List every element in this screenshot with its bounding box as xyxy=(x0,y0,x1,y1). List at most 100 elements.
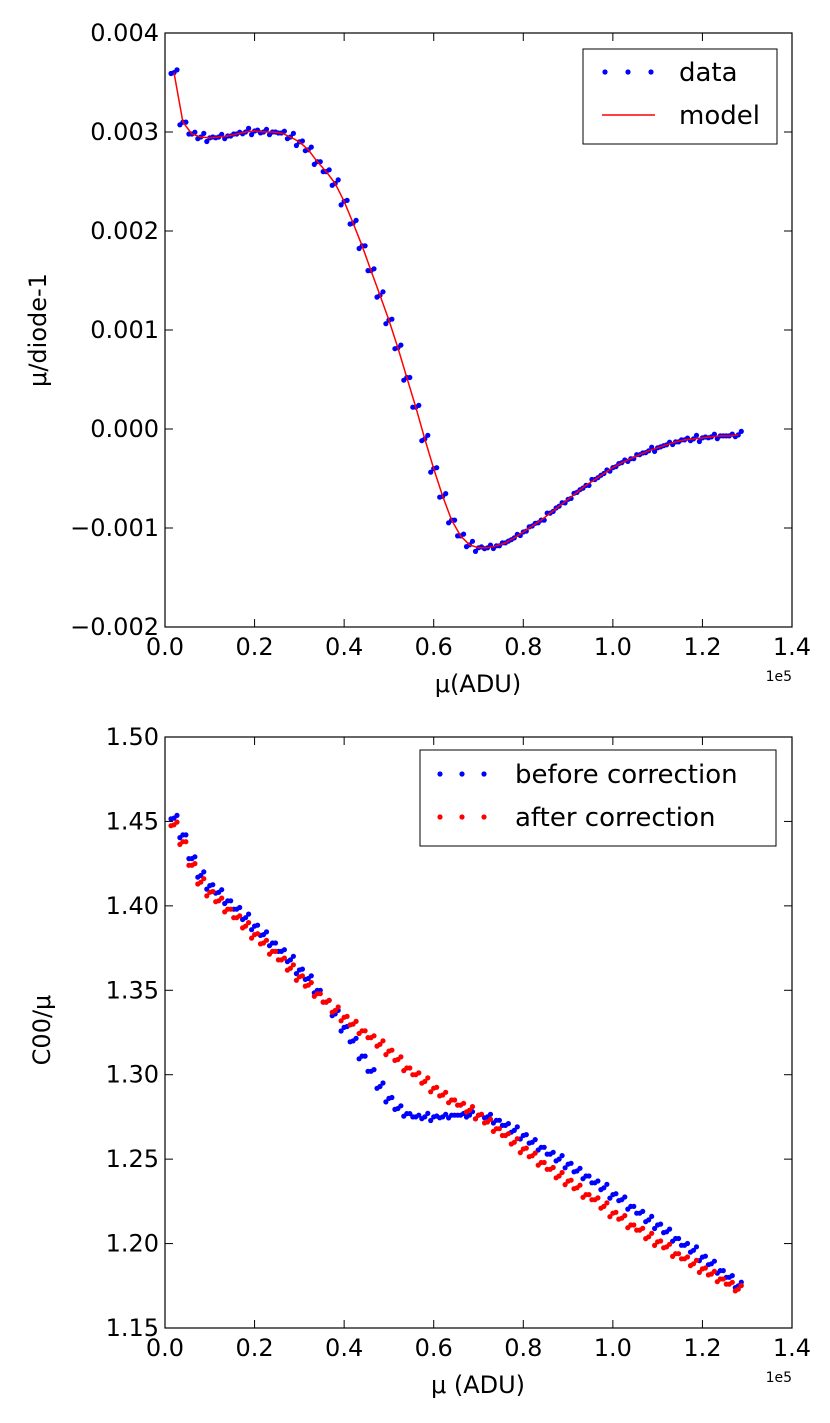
bottom-series-0-point xyxy=(568,1160,574,1166)
bottom-series-1-point xyxy=(452,1097,458,1103)
bottom-series-1-point xyxy=(437,1093,443,1099)
bottom-series-0-point xyxy=(550,1149,556,1155)
top-ytick-label: 0.003 xyxy=(90,118,159,146)
legend-data-marker xyxy=(602,69,608,75)
top-series-0-point xyxy=(362,243,368,249)
bottom-series-0-point xyxy=(308,973,314,979)
top-series-0-point xyxy=(696,438,703,445)
top-series-0-point xyxy=(711,431,718,437)
top-series-0-point xyxy=(284,136,290,142)
bottom-series-1-point xyxy=(380,1038,386,1044)
bottom-series-0-point xyxy=(559,1153,565,1159)
bottom-series-1-point xyxy=(481,1120,488,1126)
bottom-series-0-point xyxy=(613,1191,619,1197)
top-series-0-point xyxy=(407,374,413,381)
bottom-series-1-point xyxy=(687,1263,694,1269)
legend-label-model: model xyxy=(679,101,760,131)
bottom-xtick-label: 0.6 xyxy=(415,1334,453,1362)
bottom-series-0-point xyxy=(541,1144,547,1150)
bottom-series-1-point xyxy=(174,819,180,825)
bottom-series-1-point xyxy=(514,1136,520,1142)
bottom-series-0-point xyxy=(622,1194,628,1200)
top-series-0-point xyxy=(365,268,371,274)
bottom-series-1-point xyxy=(676,1251,682,1257)
top-series-0-point xyxy=(326,167,332,173)
top-series-0-point xyxy=(401,377,407,383)
bottom-series-0-point xyxy=(272,940,279,946)
bottom-legend-box xyxy=(419,749,777,847)
bottom-series-0-point xyxy=(407,1111,413,1117)
top-series-0-point xyxy=(329,182,335,188)
bottom-series-1-point xyxy=(634,1227,640,1233)
bottom-ytick-label: 1.15 xyxy=(106,1314,159,1342)
bottom-series-1-point xyxy=(284,967,290,973)
top-series-0-point xyxy=(389,316,395,322)
bottom-series-0-point xyxy=(419,1116,425,1122)
bottom-series-1-point xyxy=(640,1225,646,1231)
bottom-series-1-point xyxy=(281,955,287,961)
bottom-series-1-point xyxy=(598,1205,604,1211)
bottom-series-0-point xyxy=(347,1039,353,1045)
bottom-series-0-point xyxy=(249,927,255,933)
bottom-series-1-point xyxy=(544,1166,550,1172)
bottom-series-0-point xyxy=(523,1132,529,1138)
top-ytick-label: 0.002 xyxy=(90,217,159,245)
bottom-series-1-point xyxy=(347,1022,353,1028)
bottom-xlabel: μ (ADU) xyxy=(431,1371,525,1399)
bottom-series-0-point xyxy=(631,1203,637,1209)
top-ytick-label: −0.002 xyxy=(70,613,159,641)
bottom-series-0-point xyxy=(192,854,198,860)
bottom-series-0-point xyxy=(284,959,290,965)
bottom-series-1-point xyxy=(446,1100,452,1106)
top-series-0-point xyxy=(380,289,386,295)
bottom-series-1-point xyxy=(317,991,323,997)
bottom-series-1-point xyxy=(625,1225,631,1231)
bottom-series-0-point xyxy=(353,1035,359,1041)
legend-before-marker xyxy=(459,771,465,777)
top-series-0-point xyxy=(168,70,174,77)
bottom-series-1-point xyxy=(508,1141,514,1147)
bottom-series-0-point xyxy=(389,1094,395,1101)
bottom-series-0-point xyxy=(652,1225,658,1232)
bottom-series-1-point xyxy=(670,1253,676,1259)
bottom-series-0-point xyxy=(553,1158,559,1164)
bottom-series-1-point xyxy=(374,1043,380,1049)
bottom-series-0-point xyxy=(365,1068,371,1074)
bottom-series-0-point xyxy=(446,1115,452,1121)
bottom-series-1-point xyxy=(275,957,281,963)
bottom-chart-marks xyxy=(168,812,744,1294)
bottom-series-1-point xyxy=(714,1279,720,1285)
bottom-series-1-point xyxy=(246,920,252,926)
bottom-series-1-point xyxy=(356,1030,362,1037)
bottom-xtick-label: 0.2 xyxy=(235,1334,273,1362)
bottom-series-1-point xyxy=(320,999,326,1005)
bottom-series-1-point xyxy=(302,983,308,989)
top-series-0-point xyxy=(302,148,308,154)
bottom-series-0-point xyxy=(281,947,287,953)
bottom-series-1-point xyxy=(729,1279,735,1285)
top-legend: data model xyxy=(582,48,778,145)
bottom-series-0-point xyxy=(228,898,234,904)
bottom-series-1-point xyxy=(168,823,174,829)
top-series-0-point xyxy=(344,197,350,203)
top-series-0-point xyxy=(714,436,720,442)
bottom-series-0-point xyxy=(711,1258,718,1264)
bottom-series-0-point xyxy=(168,816,174,822)
top-series-0-point xyxy=(246,125,252,131)
bottom-series-1-point xyxy=(505,1131,511,1137)
bottom-series-0-point xyxy=(383,1099,389,1105)
bottom-series-0-point xyxy=(398,1103,404,1109)
top-ytick-label: 0.004 xyxy=(90,19,159,47)
top-xtick-label: 0.4 xyxy=(325,633,363,661)
bottom-series-0-point xyxy=(222,900,228,907)
bottom-series-0-point xyxy=(490,1120,496,1126)
top-series-0-point xyxy=(204,138,210,145)
bottom-series-1-point xyxy=(311,993,317,999)
top-series-0-point xyxy=(419,438,425,444)
top-xtick-label: 0.8 xyxy=(504,633,542,661)
bottom-series-1-point xyxy=(231,915,237,921)
bottom-series-1-point xyxy=(443,1089,449,1095)
bottom-series-1-point xyxy=(622,1213,628,1219)
bottom-series-0-point xyxy=(643,1219,649,1225)
bottom-plot-frame xyxy=(164,736,793,1329)
